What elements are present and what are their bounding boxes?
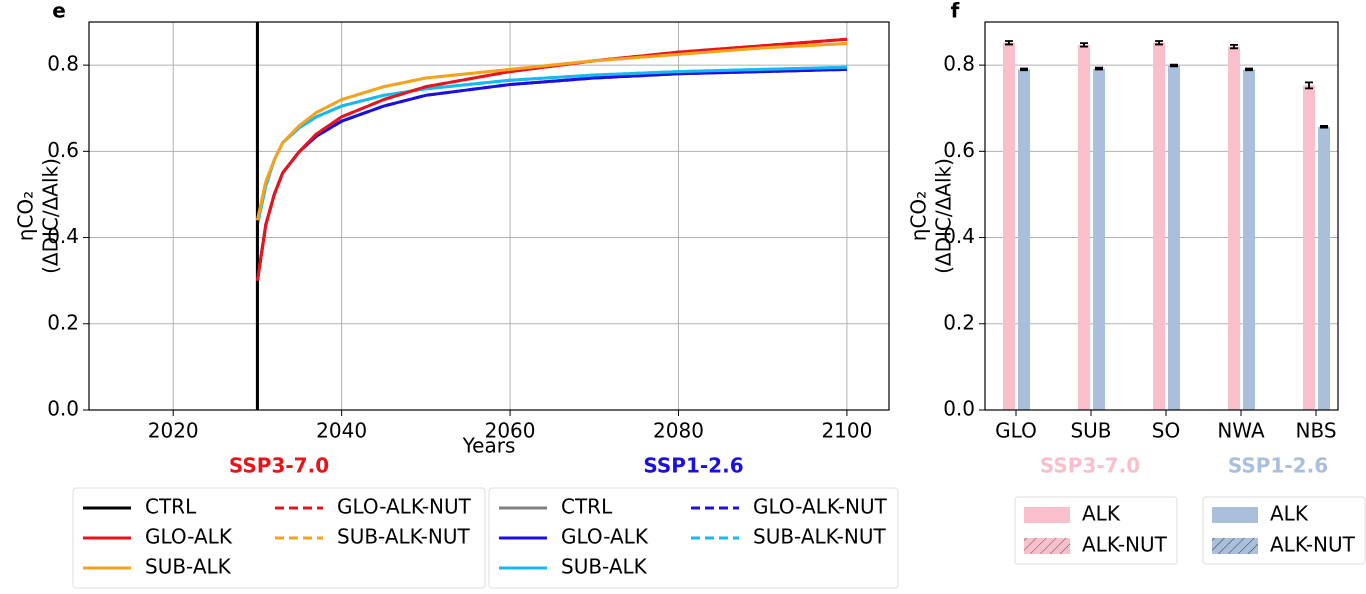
legend-label: GLO-ALK-NUT <box>753 495 888 519</box>
plot-frame <box>88 21 890 411</box>
error-bar <box>1005 40 1013 46</box>
y-tick-label: 0.6 <box>47 138 79 162</box>
legend-label: ALK-NUT <box>1082 533 1168 557</box>
series-line <box>255 67 847 281</box>
legend-label: SUB-ALK <box>561 555 648 579</box>
legend-label: SUB-ALK-NUT <box>337 525 470 549</box>
plot-frame <box>984 21 1339 411</box>
y-tick-label: 0.4 <box>943 224 975 248</box>
y-tick-label: 0.6 <box>943 138 975 162</box>
bar <box>1228 46 1240 410</box>
y-tick-label: 0.2 <box>47 310 79 334</box>
y-axis-label: (ΔDIC/ΔAlk) <box>932 158 956 274</box>
y-axis-label: ηCO₂ <box>14 191 38 241</box>
y-tick-label: 0.8 <box>47 52 79 76</box>
x-tick-label: 2040 <box>316 419 367 443</box>
legend-title: SSP1-2.6 <box>643 454 743 478</box>
legend-swatch <box>1024 507 1070 523</box>
legend-label: GLO-ALK <box>145 525 233 549</box>
legend-label: SUB-ALK-NUT <box>753 525 886 549</box>
x-tick-label: NWA <box>1217 419 1265 443</box>
error-bar <box>1020 67 1028 72</box>
x-tick-label: 2060 <box>485 419 536 443</box>
bar <box>1093 68 1105 410</box>
x-tick-label: NBS <box>1295 419 1336 443</box>
y-tick-label: 0.4 <box>47 224 79 248</box>
y-axis-label: ηCO₂ <box>907 191 931 241</box>
error-bar <box>1095 66 1103 71</box>
bar <box>1243 69 1255 410</box>
x-tick-label: 2100 <box>821 419 872 443</box>
error-bar <box>1305 81 1313 90</box>
legend-label: ALK-NUT <box>1270 533 1356 557</box>
series-line <box>255 65 847 225</box>
legend-label: CTRL <box>145 495 197 519</box>
legend-title: SSP3-7.0 <box>229 454 329 478</box>
bar <box>1078 44 1090 411</box>
panel-label: e <box>52 0 66 23</box>
series-line <box>255 65 847 225</box>
bar <box>1003 42 1015 411</box>
error-bar <box>1320 124 1328 129</box>
series-line <box>255 42 847 221</box>
y-tick-label: 0.2 <box>943 310 975 334</box>
series-line <box>255 67 847 281</box>
series-line <box>255 37 848 281</box>
legend-swatch <box>1212 507 1258 523</box>
legend-swatch <box>1024 538 1070 554</box>
legend-label: GLO-ALK <box>561 525 649 549</box>
panel-label: f <box>951 0 960 23</box>
bar <box>1168 65 1180 410</box>
x-tick-label: 2020 <box>148 419 199 443</box>
legend-title: SSP1-2.6 <box>1228 454 1328 478</box>
x-tick-label: 2080 <box>653 419 704 443</box>
x-tick-label: GLO <box>995 419 1037 443</box>
legend-label: SUB-ALK <box>145 555 232 579</box>
legend-label: ALK <box>1082 502 1121 526</box>
legend-label: ALK <box>1270 502 1309 526</box>
series-line <box>255 37 848 281</box>
bar <box>1018 69 1030 410</box>
y-axis-label: (ΔDIC/ΔAlk) <box>39 158 63 274</box>
bar <box>1153 42 1165 411</box>
error-bar <box>1155 40 1163 46</box>
bar <box>1318 126 1330 410</box>
x-tick-label: SO <box>1152 419 1180 443</box>
error-bar <box>1245 67 1253 72</box>
y-tick-label: 0.8 <box>943 52 975 76</box>
x-tick-label: SUB <box>1070 419 1111 443</box>
y-tick-label: 0.0 <box>943 397 975 421</box>
legend-label: GLO-ALK-NUT <box>337 495 472 519</box>
legend-swatch <box>1212 538 1258 554</box>
x-axis-label: Years <box>462 434 516 458</box>
error-bar <box>1230 43 1238 50</box>
legend-title: SSP3-7.0 <box>1040 454 1140 478</box>
error-bar <box>1080 42 1088 48</box>
legend-label: CTRL <box>561 495 613 519</box>
y-tick-label: 0.0 <box>47 397 79 421</box>
bar <box>1303 85 1315 410</box>
error-bar <box>1170 63 1178 68</box>
